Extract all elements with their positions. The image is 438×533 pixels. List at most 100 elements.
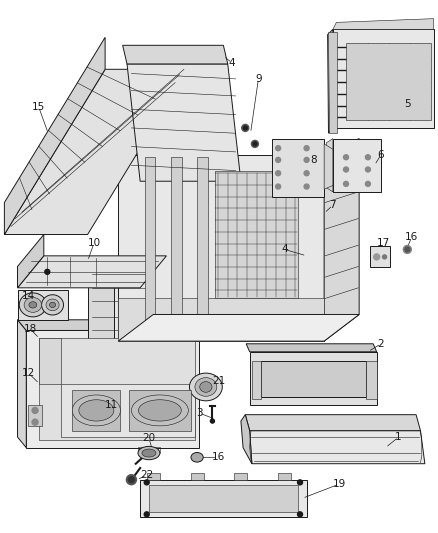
Ellipse shape xyxy=(49,302,56,308)
Polygon shape xyxy=(88,261,114,341)
Polygon shape xyxy=(140,480,307,517)
Polygon shape xyxy=(28,405,42,426)
Circle shape xyxy=(32,407,38,414)
Text: 9: 9 xyxy=(255,74,262,84)
Circle shape xyxy=(304,157,309,163)
Polygon shape xyxy=(328,29,333,133)
Circle shape xyxy=(365,167,371,172)
Polygon shape xyxy=(250,431,425,464)
Circle shape xyxy=(253,142,257,146)
Ellipse shape xyxy=(142,449,156,457)
Text: 16: 16 xyxy=(405,232,418,242)
Polygon shape xyxy=(234,473,247,480)
Polygon shape xyxy=(145,157,155,340)
Ellipse shape xyxy=(189,373,222,401)
Ellipse shape xyxy=(195,377,217,397)
Polygon shape xyxy=(88,261,184,341)
Polygon shape xyxy=(366,361,377,399)
Circle shape xyxy=(304,171,309,176)
Polygon shape xyxy=(4,37,105,235)
Ellipse shape xyxy=(29,302,37,308)
Polygon shape xyxy=(324,139,359,341)
Text: 12: 12 xyxy=(22,368,35,378)
Ellipse shape xyxy=(200,382,212,392)
Text: 21: 21 xyxy=(212,376,226,385)
Ellipse shape xyxy=(72,395,120,426)
Polygon shape xyxy=(191,473,204,480)
Ellipse shape xyxy=(19,293,46,317)
Circle shape xyxy=(403,245,411,254)
Text: 19: 19 xyxy=(333,479,346,489)
Text: 20: 20 xyxy=(142,433,155,443)
Circle shape xyxy=(45,269,50,274)
Polygon shape xyxy=(118,298,324,341)
Circle shape xyxy=(365,155,371,160)
Polygon shape xyxy=(261,361,366,397)
Polygon shape xyxy=(328,32,337,133)
Text: 16: 16 xyxy=(212,453,225,462)
Polygon shape xyxy=(346,43,431,120)
Polygon shape xyxy=(72,390,120,431)
Polygon shape xyxy=(370,246,390,266)
Circle shape xyxy=(243,126,247,130)
Circle shape xyxy=(276,157,281,163)
Text: 11: 11 xyxy=(105,400,118,410)
Polygon shape xyxy=(129,390,191,431)
Ellipse shape xyxy=(191,453,203,462)
Circle shape xyxy=(276,146,281,151)
Polygon shape xyxy=(147,473,160,480)
Text: 6: 6 xyxy=(378,150,385,159)
Ellipse shape xyxy=(42,295,64,315)
Polygon shape xyxy=(197,157,208,340)
Text: 4: 4 xyxy=(229,58,236,68)
Circle shape xyxy=(304,146,309,151)
Polygon shape xyxy=(333,19,434,29)
Polygon shape xyxy=(127,64,241,181)
Circle shape xyxy=(144,480,149,485)
Circle shape xyxy=(365,181,371,187)
Circle shape xyxy=(297,512,303,517)
Polygon shape xyxy=(26,330,199,448)
Polygon shape xyxy=(18,290,68,320)
Circle shape xyxy=(193,453,201,462)
Circle shape xyxy=(343,167,349,172)
Text: 1: 1 xyxy=(395,432,402,442)
Circle shape xyxy=(304,184,309,189)
Polygon shape xyxy=(118,314,359,341)
Text: 18: 18 xyxy=(24,325,37,334)
Text: 8: 8 xyxy=(310,155,317,165)
Ellipse shape xyxy=(131,395,188,426)
Polygon shape xyxy=(278,473,291,480)
Polygon shape xyxy=(61,384,195,437)
Ellipse shape xyxy=(79,400,114,421)
Circle shape xyxy=(276,184,281,189)
Polygon shape xyxy=(39,338,195,440)
Polygon shape xyxy=(149,485,298,512)
Text: 10: 10 xyxy=(88,238,101,247)
Circle shape xyxy=(276,171,281,176)
Circle shape xyxy=(128,477,134,483)
Circle shape xyxy=(405,247,410,252)
Circle shape xyxy=(343,155,349,160)
Text: 17: 17 xyxy=(377,238,390,247)
Ellipse shape xyxy=(24,297,42,312)
Circle shape xyxy=(242,124,249,132)
Polygon shape xyxy=(18,235,44,288)
Circle shape xyxy=(32,419,38,425)
Text: 3: 3 xyxy=(196,408,203,418)
Polygon shape xyxy=(39,338,61,384)
Circle shape xyxy=(382,255,387,259)
Polygon shape xyxy=(215,171,298,298)
Polygon shape xyxy=(18,320,26,448)
Polygon shape xyxy=(245,415,420,431)
Polygon shape xyxy=(324,144,333,189)
Polygon shape xyxy=(18,256,166,288)
Polygon shape xyxy=(246,344,377,352)
Text: 4: 4 xyxy=(281,245,288,254)
Polygon shape xyxy=(333,29,434,128)
Ellipse shape xyxy=(138,400,181,421)
Polygon shape xyxy=(171,157,182,340)
Polygon shape xyxy=(4,69,188,235)
Circle shape xyxy=(127,475,136,484)
Circle shape xyxy=(144,512,149,517)
